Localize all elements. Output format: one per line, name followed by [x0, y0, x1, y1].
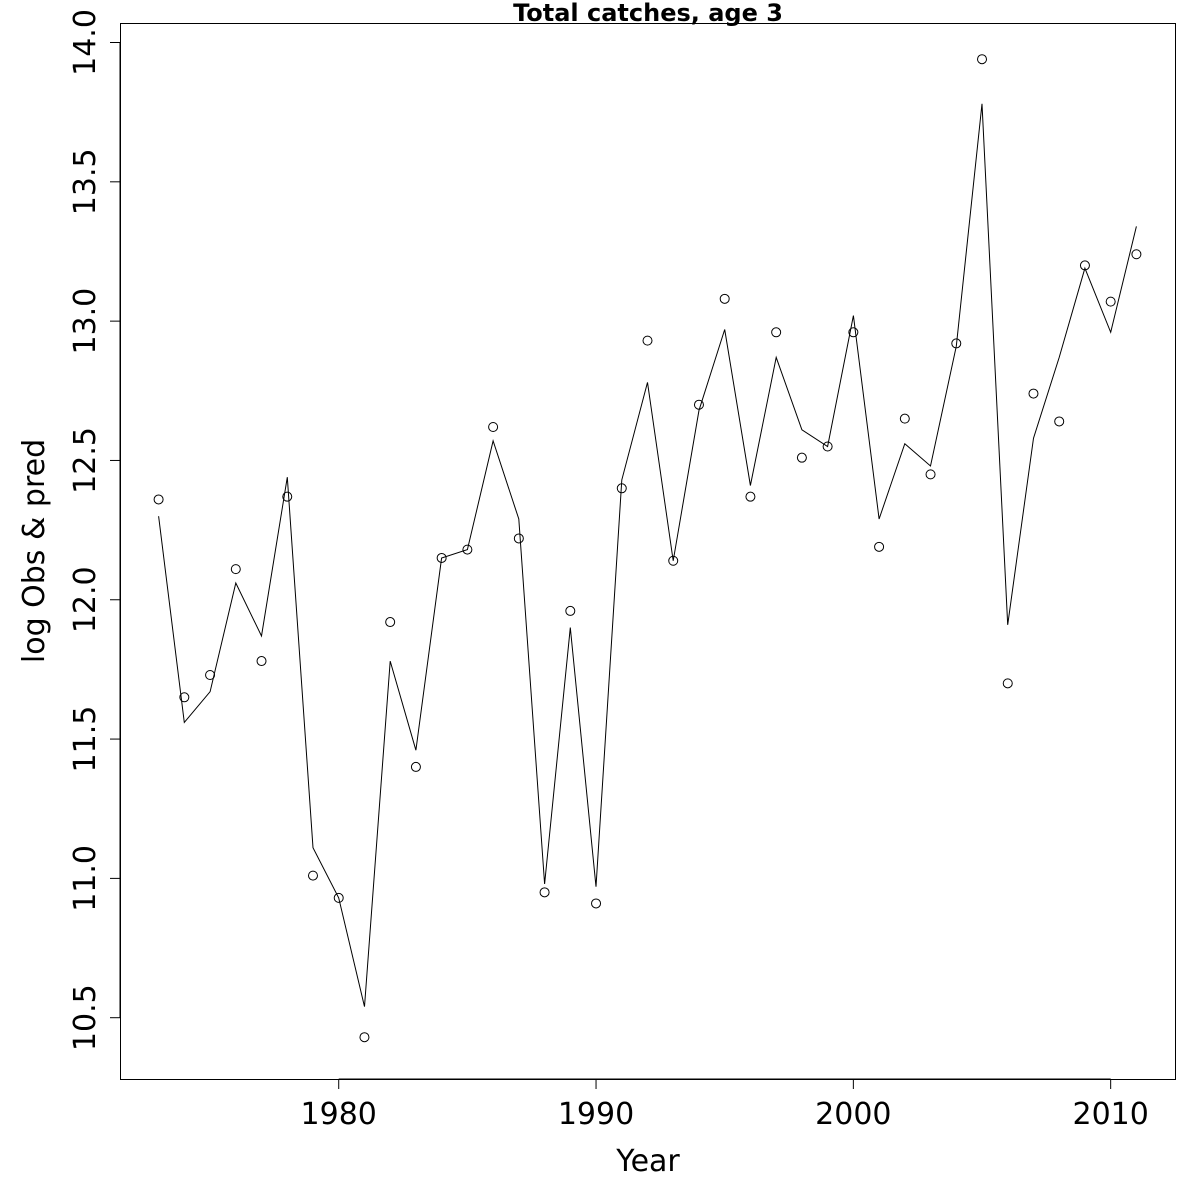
y-tick-label: 12.5: [68, 427, 103, 494]
observed-point: [591, 898, 602, 909]
y-axis-label: log Obs & pred: [17, 439, 52, 663]
observed-point: [1079, 260, 1090, 271]
observed-point: [565, 605, 576, 616]
observed-point: [899, 413, 910, 424]
observed-point: [874, 541, 885, 552]
observed-point: [153, 494, 164, 505]
observed-point: [307, 870, 318, 881]
observed-point: [230, 564, 241, 575]
observed-point: [410, 761, 421, 772]
observed-point: [771, 327, 782, 338]
observed-point: [616, 483, 627, 494]
x-tick-label: 2000: [815, 1097, 891, 1132]
x-tick-label: 1980: [301, 1097, 377, 1132]
x-tick-label: 1990: [558, 1097, 634, 1132]
observed-point: [1054, 416, 1065, 427]
observed-point: [848, 327, 859, 338]
predicted-line: [158, 103, 1137, 1007]
x-tick-label: 2010: [1072, 1097, 1148, 1132]
observed-point: [359, 1032, 370, 1043]
y-tick-label: 12.0: [68, 566, 103, 633]
observed-point: [462, 544, 473, 555]
observed-point: [745, 491, 756, 502]
series-layer: [153, 54, 1142, 1043]
observed-point: [436, 552, 447, 563]
y-tick-label: 14.0: [68, 9, 103, 76]
observed-point: [925, 469, 936, 480]
observed-point: [333, 892, 344, 903]
observed-point: [796, 452, 807, 463]
plot-area: [120, 23, 1176, 1080]
chart-title: Total catches, age 3: [513, 0, 783, 27]
observed-point: [951, 338, 962, 349]
observed-point: [693, 399, 704, 410]
observed-point: [256, 656, 267, 667]
y-tick-label: 13.5: [68, 148, 103, 215]
y-tick-label: 11.5: [68, 706, 103, 773]
observed-point: [488, 422, 499, 433]
x-axis-label: Year: [615, 1144, 680, 1179]
observed-point: [282, 491, 293, 502]
observed-point: [1131, 249, 1142, 260]
x-axis: 1980 1990 2000 2010: [301, 1078, 1149, 1132]
observed-point: [642, 335, 653, 346]
observed-point: [205, 669, 216, 680]
y-tick-label: 11.0: [68, 845, 103, 912]
observed-point: [539, 887, 550, 898]
observed-point: [719, 293, 730, 304]
observed-point: [1028, 388, 1039, 399]
observed-point: [1002, 678, 1013, 689]
observed-point: [385, 617, 396, 628]
observed-point: [1105, 296, 1116, 307]
y-tick-label: 13.0: [68, 288, 103, 355]
observed-point: [977, 54, 988, 65]
y-axis: 10.5 11.0 11.5 12.0 12.5 13.0 13.5 14.0: [68, 9, 121, 1051]
observed-point: [513, 533, 524, 544]
y-tick-label: 10.5: [68, 984, 103, 1051]
observed-point: [179, 692, 190, 703]
observed-point: [668, 555, 679, 566]
observed-point: [822, 441, 833, 452]
